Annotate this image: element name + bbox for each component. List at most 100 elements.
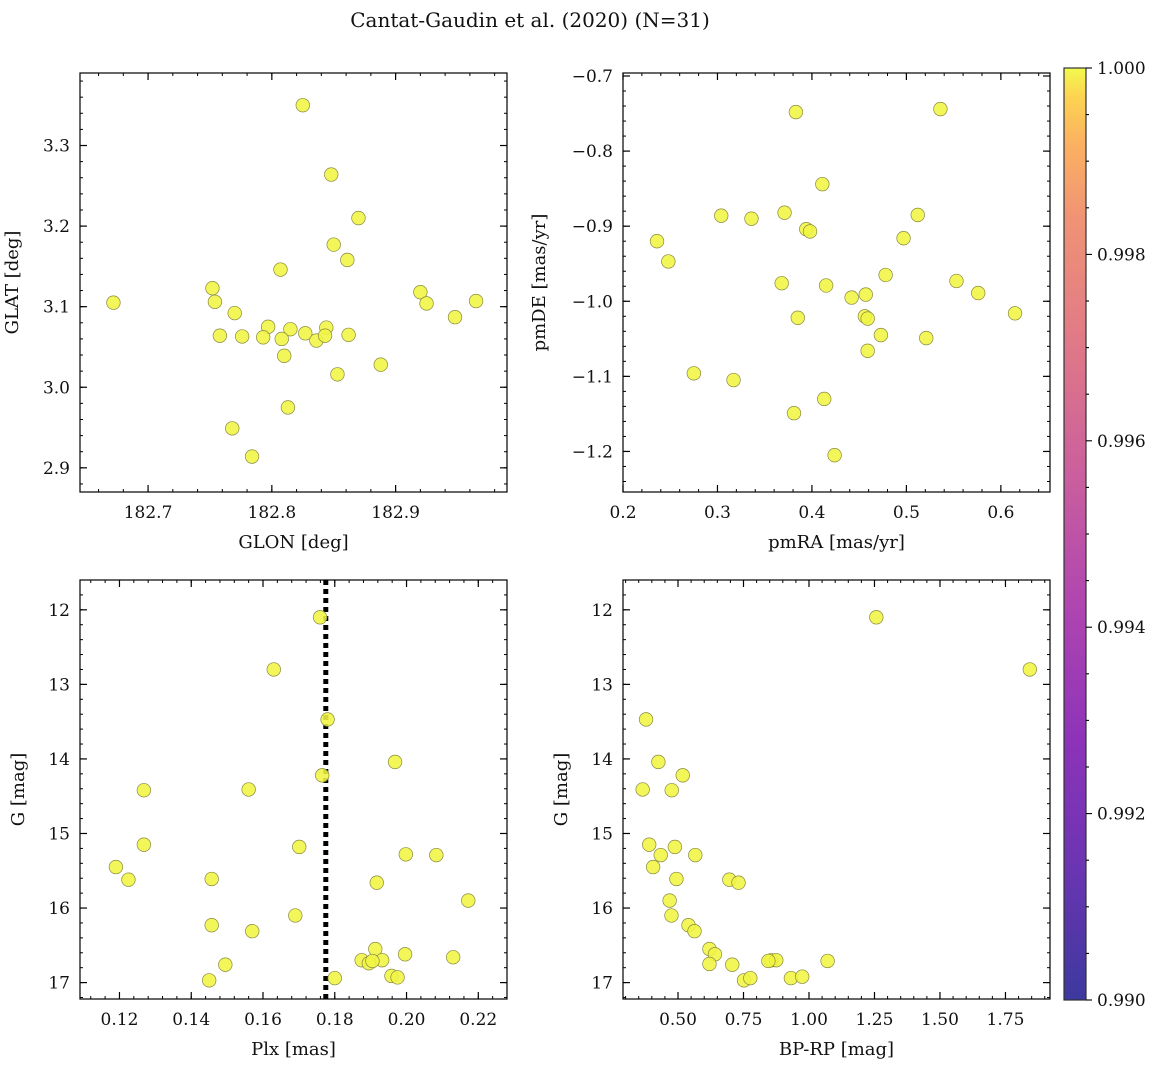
y-tick-label: 15: [591, 824, 613, 844]
y-tick-label: −0.9: [572, 217, 613, 237]
y-tick-label: −0.7: [572, 67, 613, 87]
data-point: [298, 326, 313, 341]
data-point: [896, 231, 911, 246]
data-point: [815, 176, 830, 192]
data-point: [387, 754, 403, 770]
x-tick-label: 0.18: [316, 1010, 354, 1030]
data-point: [1007, 306, 1023, 321]
x-axis-label: Plx [mas]: [251, 1039, 336, 1060]
y-axis-label: GLAT [deg]: [2, 231, 23, 335]
data-point: [642, 837, 657, 852]
data-point: [790, 310, 805, 325]
data-point: [315, 768, 330, 783]
data-point: [280, 400, 296, 415]
x-tick-label: 0.4: [798, 503, 825, 523]
x-tick-label: 0.75: [725, 1010, 763, 1030]
x-axis-label: pmRA [mas/yr]: [768, 532, 905, 553]
y-tick-label: 3.0: [43, 378, 70, 398]
y-tick-label: 16: [591, 899, 613, 919]
x-tick-label: 182.7: [124, 503, 173, 523]
data-point: [919, 330, 934, 346]
x-tick-label: 0.50: [659, 1010, 697, 1030]
data-point: [256, 330, 271, 345]
data-point: [933, 101, 948, 117]
data-point: [429, 847, 444, 863]
x-tick-label: 1.75: [987, 1010, 1025, 1030]
data-point: [731, 875, 746, 890]
data-point: [860, 343, 875, 358]
panel-pmra-pmde: 0.2 0.3 0.4 0.5 0.6 −1.2 −1.1 −1.0 −0.9 −0.8 −0.7 p…: [529, 67, 1051, 553]
y-axis-label: G [mag]: [8, 753, 29, 826]
data-point: [207, 294, 223, 309]
y-tick-label: 15: [48, 824, 70, 844]
data-point: [662, 893, 677, 908]
data-point: [714, 208, 729, 223]
y-tick-label: 17: [48, 974, 70, 994]
data-point: [686, 366, 702, 381]
x-tick-label: 182.9: [371, 503, 420, 523]
data-point: [274, 331, 289, 347]
data-point: [227, 305, 242, 321]
colorbar-tick-label: 0.992: [1097, 805, 1146, 825]
data-point: [786, 406, 802, 421]
x-tick-label: 0.20: [388, 1010, 426, 1030]
x-tick-label: 0.5: [893, 503, 920, 523]
axes-frame: [79, 72, 508, 493]
data-point: [202, 973, 217, 988]
data-point: [702, 956, 717, 972]
data-point: [860, 311, 875, 326]
y-tick-label: −0.8: [572, 142, 613, 162]
data-point: [675, 768, 690, 783]
colorbar-gradient: [1063, 67, 1087, 1001]
y-tick-label: 3.3: [43, 137, 70, 157]
x-tick-label: 0.3: [704, 503, 731, 523]
x-tick-label: 1.00: [790, 1010, 828, 1030]
data-point: [369, 875, 384, 890]
data-point: [204, 871, 219, 887]
colorbar-tick-label: 0.996: [1097, 432, 1146, 452]
x-tick-label: 0.6: [987, 503, 1014, 523]
x-axis-label: GLON [deg]: [238, 532, 348, 553]
y-tick-label: −1.1: [572, 367, 613, 387]
data-point: [241, 782, 256, 797]
data-point: [802, 224, 818, 239]
data-point: [373, 357, 388, 372]
data-point: [351, 210, 366, 226]
data-point: [777, 205, 792, 220]
data-point: [419, 296, 434, 311]
x-tick-label: 0.14: [172, 1010, 210, 1030]
y-tick-label: 13: [591, 675, 613, 695]
data-point: [330, 367, 345, 382]
data-point: [244, 449, 260, 464]
y-tick-label: −1.0: [572, 292, 613, 312]
data-point: [774, 276, 789, 291]
data-point: [669, 871, 684, 887]
data-point: [761, 953, 776, 969]
data-point: [205, 280, 220, 296]
data-point: [795, 969, 810, 984]
data-point: [245, 924, 260, 939]
x-tick-label: 1.25: [856, 1010, 894, 1030]
data-point: [667, 839, 683, 855]
colorbar-tick-label: 0.990: [1097, 991, 1146, 1011]
data-point: [266, 662, 281, 677]
data-point: [108, 859, 124, 875]
data-point: [638, 712, 654, 727]
colorbar: 0.990 0.992 0.994 0.996 0.998 1.000: [1063, 59, 1146, 1011]
y-tick-label: 16: [48, 899, 70, 919]
data-point: [744, 211, 759, 226]
data-point: [844, 290, 859, 305]
axes-frame: [79, 579, 508, 1000]
figure-title: Cantat-Gaudin et al. (2020) (N=31): [350, 8, 710, 32]
data-point: [398, 847, 413, 862]
data-point: [204, 918, 219, 933]
x-axis-label: BP-RP [mag]: [779, 1039, 894, 1060]
y-tick-label: 3.2: [43, 217, 70, 237]
data-point: [121, 872, 136, 887]
data-point: [635, 782, 650, 797]
y-tick-label: 14: [591, 750, 613, 770]
y-tick-label: 12: [591, 601, 613, 621]
data-point: [277, 348, 292, 363]
panel-plx-g: 0.12 0.14 0.16 0.18 0.20 0.22 12 13 14 15 16 17 Plx …: [8, 579, 508, 1060]
